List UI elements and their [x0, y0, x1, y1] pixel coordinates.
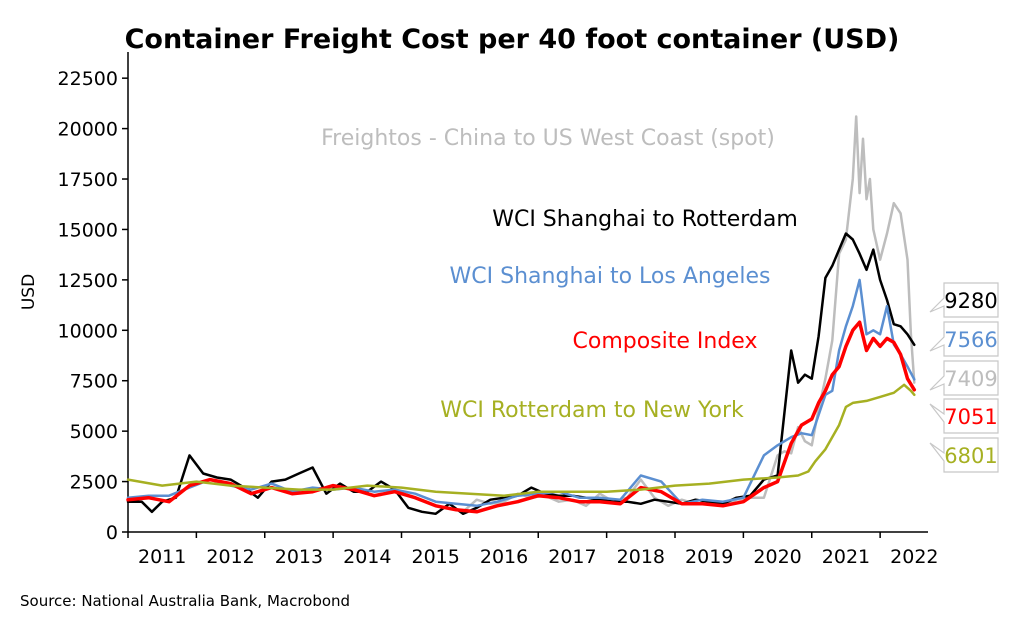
x-tick-label: 2013: [275, 546, 323, 568]
plot-area: [126, 115, 917, 516]
x-tick-label: 2011: [138, 546, 186, 568]
y-tick-label: 12500: [58, 270, 118, 292]
x-tick-label: 2021: [822, 546, 870, 568]
y-tick-label: 10000: [58, 320, 118, 342]
end-value-box: [929, 282, 999, 318]
x-tick-label: 2015: [412, 546, 460, 568]
x-tick-label: 2012: [206, 546, 254, 568]
y-tick-label: 7500: [70, 371, 118, 393]
y-tick-label: 15000: [58, 219, 118, 241]
end-value-box: [929, 437, 999, 473]
y-tick-label: 5000: [70, 421, 118, 443]
y-axis-label: USD: [19, 274, 39, 310]
series-label-3: Composite Index: [573, 329, 758, 354]
x-tick-label: 2020: [753, 546, 801, 568]
end-value-box: [929, 321, 999, 357]
series-line-2: [126, 278, 916, 508]
end-value-label: 7409: [944, 367, 997, 391]
x-tick-label: 2022: [890, 546, 938, 568]
x-tick-label: 2017: [548, 546, 596, 568]
series-line-4: [126, 383, 916, 497]
chart-title: Container Freight Cost per 40 foot conta…: [125, 24, 900, 55]
x-tick-label: 2016: [480, 546, 528, 568]
series-line-3: [126, 320, 917, 514]
end-value-labels: 9280 7566 7409 7051 6801: [929, 282, 999, 473]
series-label-1: WCI Shanghai to Rotterdam: [492, 207, 798, 232]
series-line-0: [461, 115, 916, 514]
y-tick-label: 2500: [70, 472, 118, 494]
end-value-label: 7051: [944, 405, 997, 429]
x-tick-label: 2018: [617, 546, 665, 568]
end-value-label: 7566: [944, 328, 997, 352]
y-tick-label: 22500: [58, 68, 118, 90]
source-note: Source: National Australia Bank, Macrobo…: [20, 592, 350, 610]
end-value-box: [929, 360, 999, 396]
end-value-label: 6801: [944, 444, 997, 468]
x-tick-label: 2014: [343, 546, 391, 568]
end-value-box: [929, 398, 999, 434]
y-tick-label: 20000: [58, 119, 118, 141]
series-label-2: WCI Shanghai to Los Angeles: [450, 264, 771, 289]
series-label-0: Freightos - China to US West Coast (spot…: [321, 126, 775, 151]
series-labels: Freightos - China to US West Coast (spot…: [321, 126, 798, 423]
series-label-4: WCI Rotterdam to New York: [440, 398, 744, 423]
axes: 0 2500 5000 7500 10000 12500 15000 17500 20000 22…: [58, 52, 939, 568]
y-tick-label: 17500: [58, 169, 118, 191]
x-tick-label: 2019: [685, 546, 733, 568]
y-tick-label: 0: [106, 522, 118, 544]
end-value-label: 9280: [944, 289, 997, 313]
